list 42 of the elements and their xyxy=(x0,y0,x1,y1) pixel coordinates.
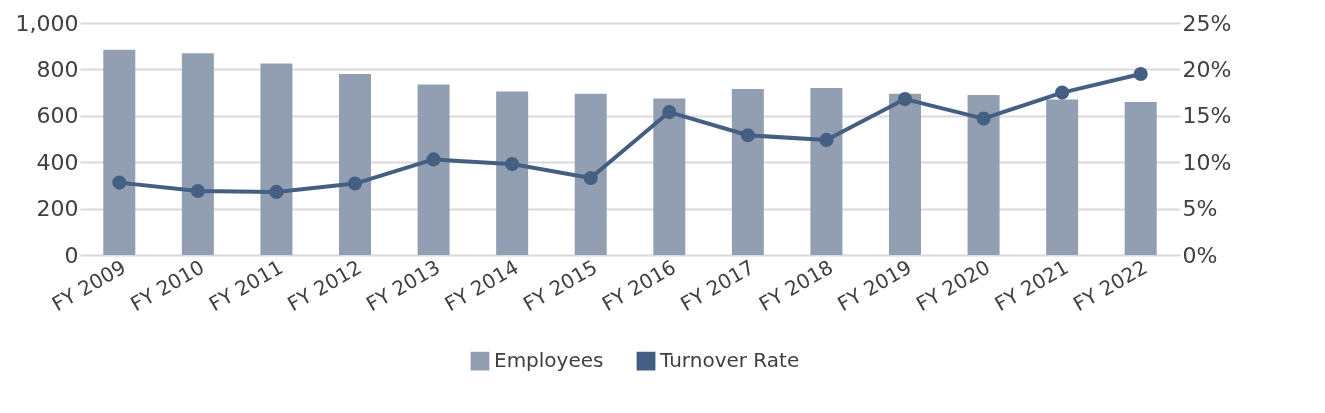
y2-tick-label: 0% xyxy=(1182,242,1218,268)
point xyxy=(662,105,677,120)
point xyxy=(269,184,284,199)
point xyxy=(897,92,913,107)
bar xyxy=(574,93,607,255)
bar xyxy=(967,94,1000,255)
point xyxy=(1055,85,1070,100)
bar xyxy=(103,49,136,255)
bar xyxy=(181,53,214,255)
y-tick-label: 200 xyxy=(36,196,79,222)
y-tick-label: 400 xyxy=(36,149,79,175)
point xyxy=(426,152,441,167)
bar xyxy=(889,93,921,255)
point xyxy=(505,157,520,172)
legend-label: Turnover Rate xyxy=(659,348,800,373)
bar xyxy=(731,89,764,255)
y-tick-label: 1,000 xyxy=(15,10,79,36)
y2-tick-label: 25% xyxy=(1182,10,1232,36)
bar xyxy=(260,63,293,255)
y-tick-label: 800 xyxy=(36,56,79,82)
point xyxy=(740,128,755,143)
point xyxy=(583,170,598,186)
y2-tick-label: 20% xyxy=(1182,56,1232,82)
point xyxy=(976,111,991,126)
bar xyxy=(1046,99,1079,255)
point xyxy=(1133,66,1148,82)
point xyxy=(112,175,127,190)
y2-tick-label: 15% xyxy=(1182,103,1232,129)
bar xyxy=(496,91,529,255)
y2-tick-label: 5% xyxy=(1182,196,1218,222)
point xyxy=(347,176,363,191)
legend-label: Employees xyxy=(494,348,604,373)
bar xyxy=(810,87,843,255)
y2-tick-label: 10% xyxy=(1182,149,1232,175)
y-tick-label: 0 xyxy=(64,242,79,268)
bar xyxy=(653,98,686,255)
point xyxy=(190,183,205,199)
bar xyxy=(1124,101,1157,255)
y-tick-label: 600 xyxy=(36,103,79,129)
bar xyxy=(339,74,371,255)
bar xyxy=(417,84,450,255)
point xyxy=(819,132,834,147)
